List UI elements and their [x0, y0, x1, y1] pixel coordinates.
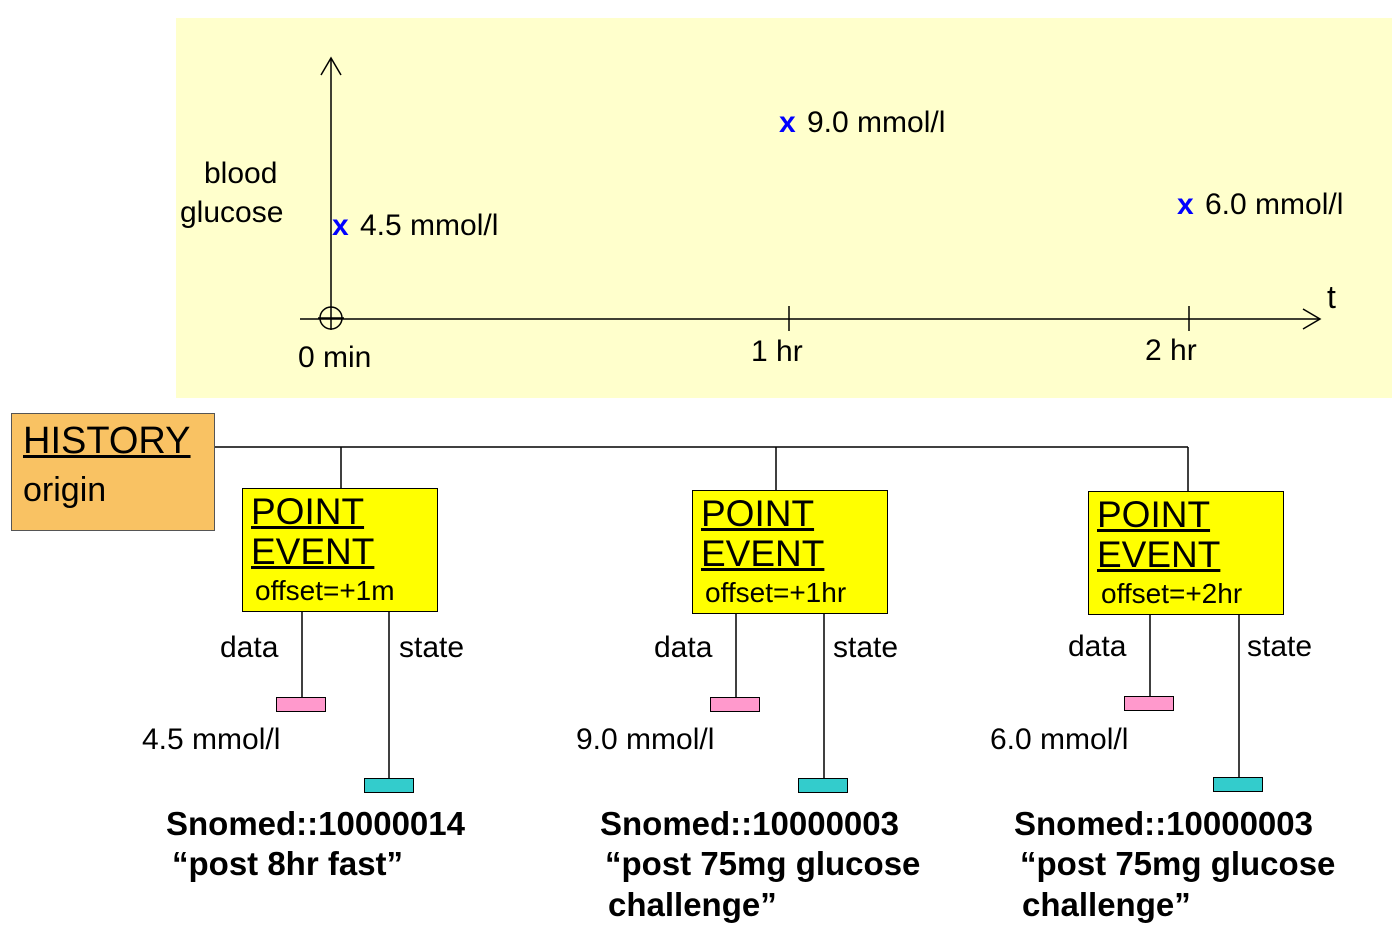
- snomed-code: Snomed::10000003: [600, 805, 899, 842]
- point-marker-1: x: [779, 106, 796, 139]
- snomed-description: “post 8hr fast”: [172, 845, 404, 882]
- x-axis-arrow: [1302, 308, 1322, 330]
- point-label-1: 9.0 mmol/l: [807, 106, 946, 139]
- event-offset: offset=+1m: [255, 575, 395, 606]
- history-node: HISTORY origin: [11, 413, 215, 531]
- data-leaf: [710, 697, 760, 712]
- tick-label-1hr: 1 hr: [751, 335, 803, 368]
- data-leaf: [1124, 696, 1174, 711]
- state-label: state: [833, 631, 899, 664]
- event-offset: offset=+2hr: [1101, 578, 1243, 609]
- snomed-code: Snomed::10000003: [1014, 805, 1313, 842]
- snomed-description: “post 75mg glucose: [605, 845, 921, 882]
- tick-label-2hr: 2 hr: [1145, 334, 1197, 367]
- state-leaf: [1213, 777, 1263, 792]
- state-label: state: [399, 631, 465, 664]
- event-title-line1: POINT: [1097, 494, 1211, 535]
- data-leaf: [276, 697, 326, 712]
- state-leaf: [364, 778, 414, 793]
- snomed-description-line2: challenge”: [608, 886, 777, 923]
- data-label: data: [220, 631, 279, 664]
- point-event-node-3: POINT EVENT offset=+2hr: [1088, 491, 1284, 615]
- data-value: 9.0 mmol/l: [576, 723, 715, 756]
- event-offset: offset=+1hr: [705, 577, 847, 608]
- history-title: HISTORY: [23, 420, 191, 462]
- point-marker-2: x: [1177, 188, 1194, 221]
- point-event-node-1: POINT EVENT offset=+1m: [242, 488, 438, 612]
- point-label-0: 4.5 mmol/l: [360, 209, 499, 242]
- x-axis-label: t: [1327, 279, 1336, 315]
- data-value: 4.5 mmol/l: [142, 723, 281, 756]
- axes: [300, 56, 1322, 331]
- y-axis-label-line1: blood: [204, 157, 278, 190]
- event-title-line1: POINT: [251, 491, 365, 532]
- point-marker-0: x: [332, 209, 349, 242]
- point-label-2: 6.0 mmol/l: [1205, 188, 1344, 221]
- y-axis-label-line2: glucose: [180, 196, 284, 229]
- data-value: 6.0 mmol/l: [990, 723, 1129, 756]
- snomed-description-line2: challenge”: [1022, 886, 1191, 923]
- state-leaf: [798, 778, 848, 793]
- data-label: data: [654, 631, 713, 664]
- y-axis-arrow: [320, 56, 342, 76]
- state-label: state: [1247, 630, 1313, 663]
- event-title-line1: POINT: [701, 493, 815, 534]
- snomed-code: Snomed::10000014: [166, 805, 465, 842]
- event-title-line2: EVENT: [1097, 534, 1221, 575]
- event-title-line2: EVENT: [251, 531, 375, 572]
- history-subtitle: origin: [23, 471, 107, 509]
- tree-connectors: [215, 446, 1240, 778]
- data-label: data: [1068, 630, 1127, 663]
- event-title-line2: EVENT: [701, 533, 825, 574]
- snomed-description: “post 75mg glucose: [1020, 845, 1336, 882]
- tick-label-0min: 0 min: [298, 341, 372, 374]
- point-event-node-2: POINT EVENT offset=+1hr: [692, 490, 888, 614]
- timeline-panel: [176, 18, 1392, 398]
